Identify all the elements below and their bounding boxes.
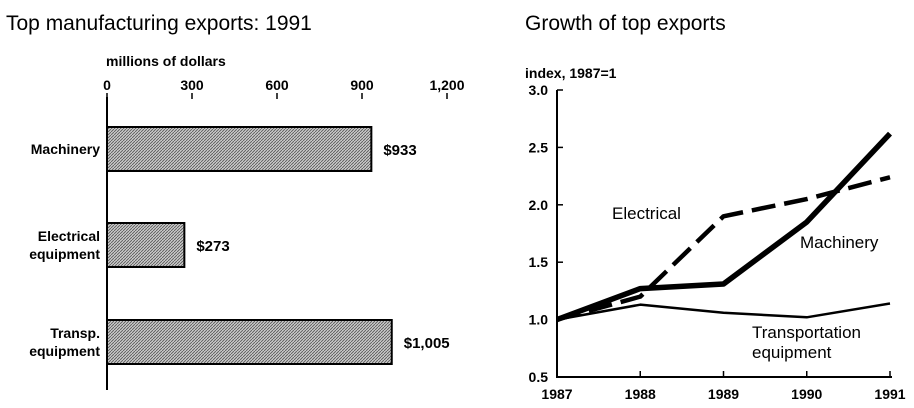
bar-category-label: equipment (29, 343, 100, 359)
series-label: Electrical (612, 204, 681, 223)
line-x-tick-label: 1991 (874, 386, 905, 402)
bar-value-label: $1,005 (404, 335, 450, 352)
bar (106, 126, 373, 172)
series-line (556, 175, 891, 322)
bar-category-label: Machinery (31, 141, 100, 157)
series-line (556, 302, 891, 321)
line-y-tick-label: 0.5 (529, 369, 549, 385)
bar-category-label: Electrical (38, 228, 100, 244)
bar-category-label: Transp. (50, 325, 100, 341)
bar-chart-x-ticks: 0 300 600 900 1,200 (103, 77, 465, 99)
line-y-tick-label: 2.0 (529, 197, 549, 213)
bar-x-tick-label: 900 (350, 77, 374, 93)
line-chart-ticks: 0.5 1.0 1.5 2.0 2.5 3.0 1987 1988 1989 1990 1991 (529, 82, 906, 402)
line-chart-series: Machinery Electrical Transportationequipme… (556, 131, 893, 362)
line-chart-title: Growth of top exports (525, 12, 726, 35)
bar-x-tick-label: 300 (180, 77, 204, 93)
bar-chart-x-axis-title: millions of dollars (106, 53, 226, 69)
line-x-tick-label: 1987 (541, 386, 572, 402)
series-label: Transportation (752, 323, 861, 342)
line-y-tick-label: 2.5 (529, 139, 549, 155)
bar-x-tick-label: 0 (103, 77, 111, 93)
bar-x-tick-label: 1,200 (429, 77, 464, 93)
bar-value-label: $273 (196, 238, 229, 255)
bar-x-tick-label: 600 (265, 77, 289, 93)
bar-category-label: equipment (29, 246, 100, 262)
line-y-tick-label: 1.0 (529, 312, 549, 328)
series-line (556, 131, 893, 323)
line-x-tick-label: 1989 (708, 386, 739, 402)
line-x-tick-label: 1988 (625, 386, 656, 402)
bar-chart-bars: $933 Machinery $273 Electrical equipment $1,0… (29, 126, 450, 365)
line-chart-y-axis-title: index, 1987=1 (525, 65, 617, 81)
bar-chart-title: Top manufacturing exports: 1991 (6, 12, 312, 35)
line-chart: Growth of top exports index, 1987=1 0.51… (525, 12, 906, 402)
bar (106, 319, 393, 365)
series-label: Machinery (800, 233, 879, 252)
line-y-tick-label: 1.5 (529, 254, 549, 270)
bar-value-label: $933 (383, 142, 416, 159)
line-x-tick-label: 1990 (791, 386, 822, 402)
bar (106, 222, 186, 268)
line-y-tick-label: 3.0 (529, 82, 549, 98)
bar-chart: Top manufacturing exports: 1991 millions… (6, 12, 465, 390)
series-label: equipment (752, 343, 832, 362)
